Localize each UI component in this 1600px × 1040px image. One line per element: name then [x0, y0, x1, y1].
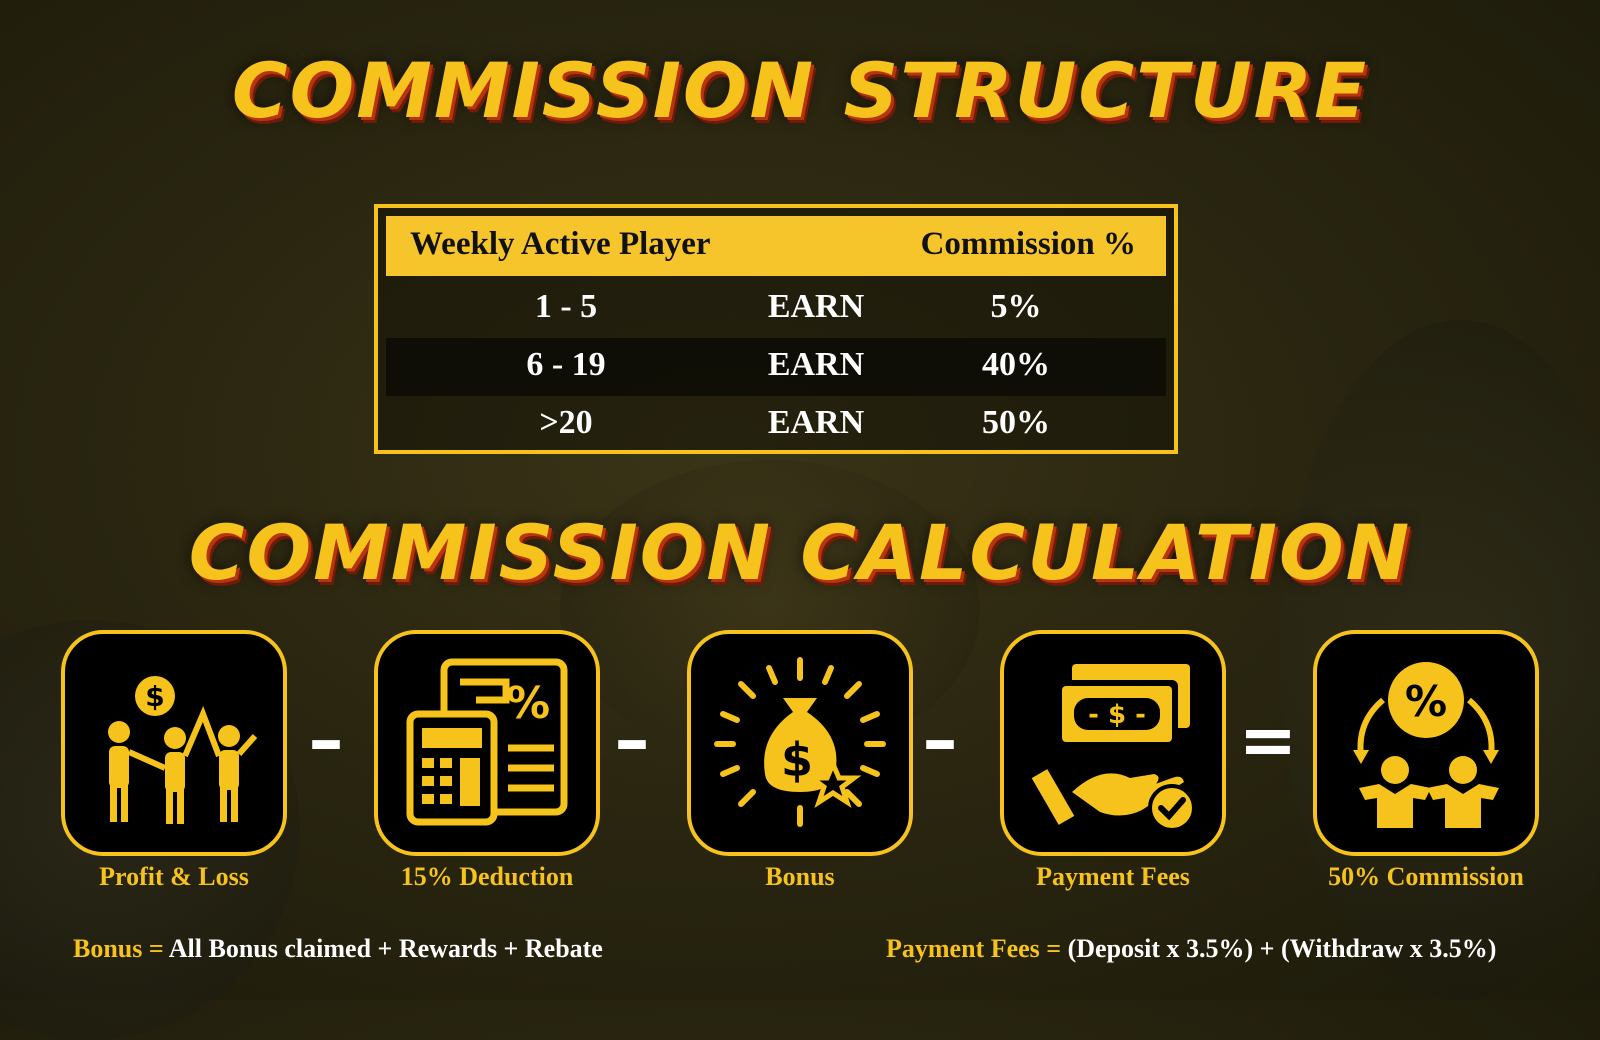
header-commission: Commission %	[920, 226, 1136, 262]
svg-text:%: %	[1405, 677, 1447, 726]
svg-text:- $ -: - $ -	[1088, 700, 1146, 730]
group-money-icon: $	[108, 676, 258, 824]
bonus-card: $	[687, 630, 913, 856]
payment-fees-formula-key: Payment Fees =	[886, 934, 1062, 963]
row-action: EARN	[767, 404, 865, 441]
step-label: 15% Deduction	[400, 862, 574, 891]
cash-hand-icon: - $ -	[1031, 664, 1196, 832]
header-weekly-active-player: Weekly Active Player	[410, 226, 711, 262]
bonus-formula-value: All Bonus claimed + Rewards + Rebate	[168, 934, 603, 963]
svg-text:$: $	[145, 680, 164, 713]
money-bag-icon: $	[714, 657, 886, 827]
svg-text:$: $	[781, 733, 813, 787]
payment-fees-formula-value: (Deposit x 3.5%) + (Withdraw x 3.5%)	[1067, 934, 1497, 963]
table-header: Weekly Active Player Commission %	[386, 216, 1166, 276]
payment-fees-card: - $ -	[1000, 630, 1226, 856]
row-commission: 5%	[990, 288, 1042, 325]
row-players: 1 - 5	[534, 288, 598, 325]
commission-calculation-title: COMMISSION CALCULATION	[188, 508, 1412, 597]
commission-result-card: %	[1313, 630, 1539, 856]
profit-loss-card: $	[61, 630, 287, 856]
minus-operator: –	[614, 699, 650, 781]
row-commission: 50%	[982, 404, 1050, 441]
table-row: >20 EARN 50%	[386, 396, 1166, 454]
table-row: 6 - 19 EARN 40%	[386, 338, 1166, 396]
minus-operator: –	[308, 699, 344, 781]
deduction-card: %	[374, 630, 600, 856]
svg-text:%: %	[506, 678, 550, 729]
payment-fees-formula: Payment Fees = (Deposit x 3.5%) + (Withd…	[886, 934, 1496, 964]
bonus-formula-key: Bonus =	[73, 934, 164, 963]
row-commission: 40%	[982, 346, 1050, 383]
row-action: EARN	[767, 346, 865, 383]
row-action: EARN	[767, 288, 865, 325]
commission-share-icon: %	[1353, 662, 1499, 828]
bonus-formula: Bonus = All Bonus claimed + Rewards + Re…	[73, 934, 603, 964]
minus-operator: –	[922, 699, 958, 781]
step-label: Profit & Loss	[99, 862, 249, 891]
commission-structure-title: COMMISSION STRUCTURE	[231, 46, 1369, 135]
calculator-percent-icon: %	[406, 658, 568, 826]
step-label: 50% Commission	[1328, 862, 1524, 891]
row-players: 6 - 19	[526, 346, 606, 383]
row-players: >20	[539, 404, 593, 441]
equals-operator: =	[1238, 699, 1298, 781]
step-label: Bonus	[765, 862, 835, 891]
table-row: 1 - 5 EARN 5%	[386, 280, 1166, 338]
commission-table: Weekly Active Player Commission % 1 - 5 …	[374, 204, 1178, 454]
step-label: Payment Fees	[1036, 862, 1190, 891]
